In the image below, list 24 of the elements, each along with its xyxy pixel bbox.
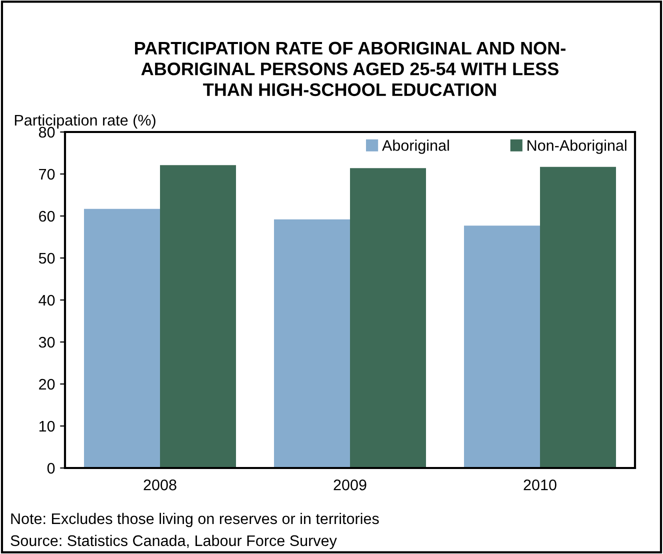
y-tick-label: 0 (47, 462, 55, 474)
x-tick-label: 2009 (334, 480, 366, 490)
x-tick-label: 2010 (524, 480, 556, 490)
legend-label: Aboriginal (382, 140, 449, 154)
bar (350, 168, 426, 468)
y-tick-label: 10 (39, 420, 55, 432)
y-tick-label: 20 (39, 378, 55, 390)
bar (540, 166, 616, 468)
legend-label: Non-Aboriginal (528, 140, 626, 154)
bar (464, 226, 540, 468)
chart-title: PARTICIPATION RATE OF ABORIGINAL AND NON- ABORIGINAL PERSONS AGED 25-54 WITH LESS THAN HIGH-SCHOOL EDUCATION (135, 42, 566, 96)
bar (160, 165, 236, 468)
bar (274, 219, 350, 468)
source-note: Source: Statistics Canada, Labour Force Survey (10, 534, 337, 550)
y-tick-label: 40 (38, 294, 55, 306)
x-tick-label: 2008 (144, 480, 176, 490)
y-tick-label: 60 (39, 210, 55, 222)
text: Note: Excludes those living on reserves or in territories (11, 512, 379, 528)
y-tick-label: 50 (38, 252, 55, 264)
y-tick-label: 80 (38, 126, 55, 138)
y-axis-title: Participation rate (%) (14, 114, 156, 129)
y-tick-label: 30 (38, 336, 55, 348)
y-tick-label: 70 (39, 168, 55, 180)
bar (84, 208, 160, 468)
